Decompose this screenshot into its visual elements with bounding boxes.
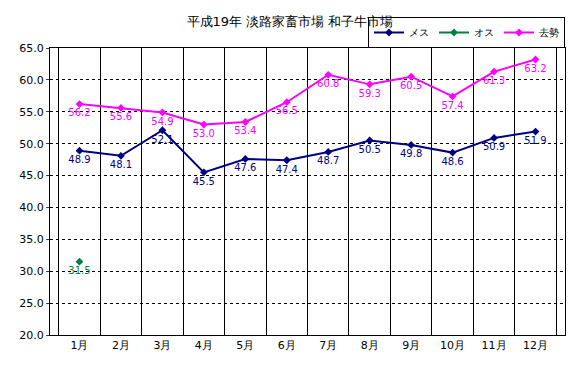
- svg-text:8月: 8月: [361, 339, 379, 352]
- svg-text:45.0: 45.0: [19, 169, 44, 182]
- svg-text:50.0: 50.0: [19, 138, 44, 151]
- svg-text:45.5: 45.5: [193, 176, 215, 187]
- svg-text:11月: 11月: [482, 339, 507, 352]
- svg-text:4月: 4月: [195, 339, 213, 352]
- svg-text:25.0: 25.0: [19, 297, 44, 310]
- svg-text:平成19年 淡路家畜市場 和子牛市場: 平成19年 淡路家畜市場 和子牛市場: [187, 14, 394, 29]
- svg-text:48.6: 48.6: [441, 156, 463, 167]
- svg-text:1月: 1月: [71, 339, 89, 352]
- svg-text:55.0: 55.0: [19, 106, 44, 119]
- svg-text:63.2: 63.2: [524, 63, 546, 74]
- svg-text:47.6: 47.6: [234, 162, 256, 173]
- svg-text:50.5: 50.5: [359, 144, 381, 155]
- svg-text:12月: 12月: [523, 339, 548, 352]
- svg-text:56.2: 56.2: [68, 107, 90, 118]
- svg-text:60.5: 60.5: [400, 80, 422, 91]
- svg-text:35.0: 35.0: [19, 233, 44, 246]
- svg-text:54.9: 54.9: [151, 116, 173, 127]
- svg-text:50.9: 50.9: [483, 141, 505, 152]
- svg-text:7月: 7月: [319, 339, 337, 352]
- svg-text:55.6: 55.6: [110, 111, 132, 122]
- svg-text:40.0: 40.0: [19, 201, 44, 214]
- svg-text:60.8: 60.8: [317, 78, 339, 89]
- svg-text:53.4: 53.4: [234, 125, 256, 136]
- svg-text:5月: 5月: [236, 339, 254, 352]
- svg-text:48.1: 48.1: [110, 159, 132, 170]
- svg-text:49.8: 49.8: [400, 148, 422, 159]
- svg-text:53.0: 53.0: [193, 128, 215, 139]
- svg-text:52.1: 52.1: [151, 134, 173, 145]
- svg-text:61.3: 61.3: [483, 75, 505, 86]
- svg-text:51.9: 51.9: [524, 135, 546, 146]
- svg-text:オス: オス: [474, 27, 494, 38]
- svg-text:56.5: 56.5: [276, 105, 298, 116]
- svg-text:57.4: 57.4: [441, 100, 463, 111]
- svg-text:48.7: 48.7: [317, 155, 339, 166]
- svg-text:48.9: 48.9: [68, 154, 90, 165]
- svg-text:20.0: 20.0: [19, 329, 44, 342]
- svg-text:9月: 9月: [402, 339, 420, 352]
- svg-text:59.3: 59.3: [359, 88, 381, 99]
- svg-text:60.0: 60.0: [19, 74, 44, 87]
- svg-text:10月: 10月: [440, 339, 465, 352]
- svg-text:30.0: 30.0: [19, 265, 44, 278]
- svg-text:2月: 2月: [112, 339, 130, 352]
- svg-text:メス: メス: [409, 27, 429, 38]
- svg-text:47.4: 47.4: [276, 164, 298, 175]
- svg-text:3月: 3月: [153, 339, 171, 352]
- svg-text:6月: 6月: [278, 339, 296, 352]
- svg-text:去勢: 去勢: [539, 27, 559, 38]
- svg-text:65.0: 65.0: [19, 42, 44, 55]
- svg-text:31.5: 31.5: [68, 265, 90, 276]
